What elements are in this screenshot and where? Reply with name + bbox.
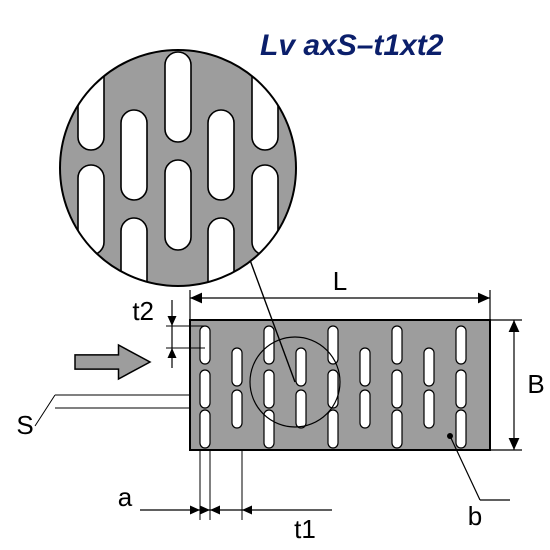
label-t2: t2 (132, 296, 154, 326)
direction-arrow-icon (75, 345, 150, 379)
label-B: B (527, 369, 544, 399)
magnifier-view (55, 45, 301, 308)
label-L: L (333, 266, 347, 296)
label-t1: t1 (294, 514, 316, 544)
label-S: S (16, 410, 33, 440)
label-b: b (468, 501, 482, 531)
title: Lv axS–t1xt2 (260, 29, 444, 62)
label-a: a (118, 482, 133, 512)
